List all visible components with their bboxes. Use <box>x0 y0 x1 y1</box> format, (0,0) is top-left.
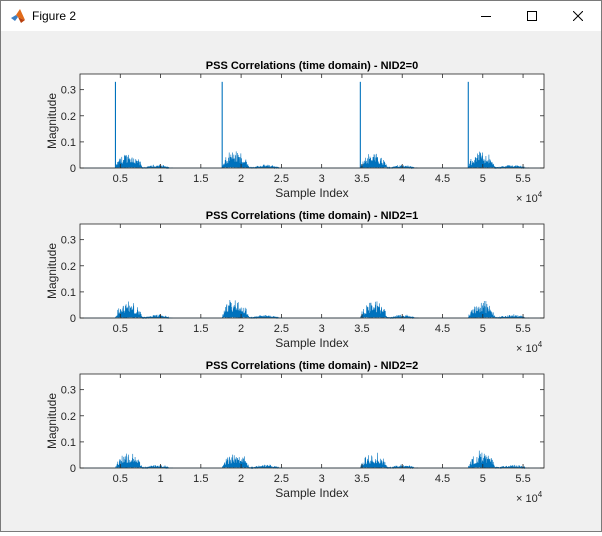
y-tick-label: 0.1 <box>61 287 76 299</box>
x-tick-label: 1.5 <box>193 323 208 335</box>
x-tick-label: 4 <box>399 173 405 185</box>
x-exponent-label: × 104 <box>516 190 543 205</box>
axes-2: 0.5 1 1.5 2 2.5 3 3.5 4 4.5 5 5.5 0 0.1 0.2 0.3 PSS Cor… <box>45 210 545 355</box>
x-exponent-label: × 104 <box>516 340 543 355</box>
x-tick-label: 3 <box>319 473 325 485</box>
x-tick-label: 5.5 <box>515 473 530 485</box>
y-tick-label: 0.1 <box>61 137 76 149</box>
x-tick-label: 3.5 <box>354 473 369 485</box>
x-tick-label: 2 <box>238 473 244 485</box>
axes-1: 0.5 1 1.5 2 2.5 3 3.5 4 4.5 5 5.5 0 0.1 0.2 0.3 PSS Cor… <box>45 60 545 205</box>
x-axis-label: Sample Index <box>275 336 348 350</box>
x-tick-label: 0.5 <box>113 473 128 485</box>
y-tick-label: 0.1 <box>61 437 76 449</box>
signal-line <box>80 450 544 470</box>
y-axis-label: Magnitude <box>45 243 59 299</box>
x-tick-label: 5 <box>480 473 486 485</box>
minimize-icon <box>481 16 491 17</box>
x-tick-label: 5.5 <box>515 173 530 185</box>
x-tick-label: 2.5 <box>274 323 289 335</box>
y-tick-label: 0.3 <box>61 385 76 397</box>
x-tick-label: 2.5 <box>274 173 289 185</box>
x-tick-label: 3 <box>319 323 325 335</box>
y-tick-label: 0.2 <box>61 111 76 123</box>
figure-plots: 0.5 1 1.5 2 2.5 3 3.5 4 4.5 5 5.5 0 0.1 0.2 0.3 PSS Cor… <box>45 60 545 505</box>
x-tick-label: 1.5 <box>193 173 208 185</box>
x-tick-label: 1 <box>157 473 163 485</box>
plot-background <box>80 74 544 168</box>
x-tick-label: 3 <box>319 173 325 185</box>
x-tick-label: 0.5 <box>113 323 128 335</box>
x-tick-label: 5 <box>480 173 486 185</box>
x-tick-label: 4.5 <box>435 173 450 185</box>
x-tick-label: 4 <box>399 323 405 335</box>
window-title: Figure 2 <box>32 9 77 23</box>
minimize-button[interactable] <box>463 1 509 31</box>
y-tick-label: 0 <box>70 163 76 175</box>
x-exponent-base: × 10 <box>516 343 538 355</box>
x-tick-label: 0.5 <box>113 173 128 185</box>
maximize-icon <box>527 11 537 21</box>
x-tick-label: 2 <box>238 323 244 335</box>
axes-box <box>79 73 545 169</box>
plot-background <box>80 374 544 468</box>
y-tick-label: 0 <box>70 313 76 325</box>
maximize-button[interactable] <box>509 1 555 31</box>
axes-box <box>79 373 545 469</box>
x-tick-label: 4.5 <box>435 323 450 335</box>
x-exponent-label: × 104 <box>516 490 543 505</box>
x-exponent-power: 4 <box>538 490 543 499</box>
y-axis-label: Magnitude <box>45 93 59 149</box>
x-tick-label: 5 <box>480 323 486 335</box>
x-tick-label: 4.5 <box>435 473 450 485</box>
x-tick-label: 3.5 <box>354 323 369 335</box>
axes-title: PSS Correlations (time domain) - NID2=1 <box>206 210 418 222</box>
axes-title: PSS Correlations (time domain) - NID2=0 <box>206 60 418 72</box>
x-axis-label: Sample Index <box>275 186 348 200</box>
matlab-icon <box>11 9 25 23</box>
x-exponent-base: × 10 <box>516 493 538 505</box>
x-exponent-base: × 10 <box>516 193 538 205</box>
y-tick-label: 0.3 <box>61 85 76 97</box>
y-axis-label: Magnitude <box>45 393 59 449</box>
plot-background <box>80 224 544 318</box>
x-tick-label: 1.5 <box>193 473 208 485</box>
y-tick-label: 0.2 <box>61 411 76 423</box>
axes-box <box>79 223 545 319</box>
figure-canvas: 0.5 1 1.5 2 2.5 3 3.5 4 4.5 5 5.5 0 0.1 0.2 0.3 PSS Cor… <box>1 31 601 531</box>
axes-3: 0.5 1 1.5 2 2.5 3 3.5 4 4.5 5 5.5 0 0.1 0.2 0.3 PSS Cor… <box>45 360 545 505</box>
x-tick-label: 4 <box>399 473 405 485</box>
close-icon <box>573 11 583 21</box>
x-tick-label: 1 <box>157 173 163 185</box>
title-bar[interactable]: Figure 2 <box>1 1 601 31</box>
x-tick-label: 1 <box>157 323 163 335</box>
signal-line <box>80 300 544 320</box>
x-tick-label: 5.5 <box>515 323 530 335</box>
axes-title: PSS Correlations (time domain) - NID2=2 <box>206 360 418 372</box>
x-exponent-power: 4 <box>538 340 543 349</box>
x-exponent-power: 4 <box>538 190 543 199</box>
signal-line <box>80 151 544 170</box>
y-tick-label: 0.2 <box>61 261 76 273</box>
close-button[interactable] <box>555 1 601 31</box>
x-tick-label: 3.5 <box>354 173 369 185</box>
x-tick-label: 2 <box>238 173 244 185</box>
y-tick-label: 0 <box>70 463 76 475</box>
x-tick-label: 2.5 <box>274 473 289 485</box>
y-tick-label: 0.3 <box>61 235 76 247</box>
x-axis-label: Sample Index <box>275 486 348 500</box>
